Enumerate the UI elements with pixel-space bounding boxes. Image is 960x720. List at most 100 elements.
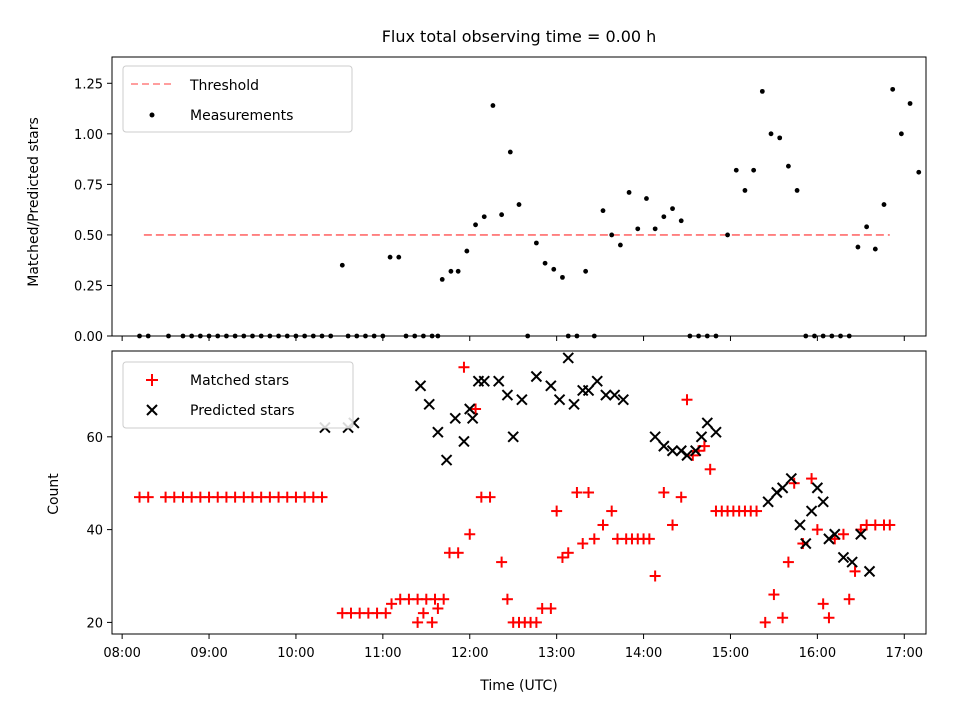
predicted-star-marker [805, 505, 818, 517]
matched-star-marker [496, 556, 508, 568]
measurement-point [864, 224, 870, 230]
bottom-x-tick-label: 13:00 [538, 646, 575, 661]
predicted-star-marker [695, 431, 708, 443]
top-y-tick-label: 1.25 [74, 77, 103, 92]
measurement-point [560, 274, 565, 280]
matched-star-marker [884, 519, 896, 531]
predicted-star-marker [440, 454, 453, 466]
predicted-star-marker [478, 375, 490, 387]
measurement-point [881, 202, 887, 207]
predicted-star-marker [493, 375, 505, 387]
matched-star-marker [751, 505, 763, 517]
matched-star-marker [412, 616, 424, 628]
measurement-point [455, 268, 461, 274]
top-y-tick-label: 0.75 [74, 178, 103, 193]
measurement-point [396, 254, 402, 260]
predicted-star-marker [837, 551, 850, 564]
bottom-x-tick-label: 16:00 [799, 646, 836, 661]
predicted-star-marker [466, 412, 479, 424]
matched-star-marker [551, 505, 563, 517]
predicted-star-marker [414, 380, 427, 392]
predicted-star-marker [817, 496, 829, 508]
matched-star-marker [438, 593, 450, 605]
top-series-marks [137, 86, 922, 339]
measurement-point [387, 254, 393, 260]
predicted-star-marker [582, 384, 595, 397]
measurement-point [617, 242, 623, 248]
matched-star-marker [843, 593, 855, 605]
bottom-x-tick-label: 09:00 [190, 646, 227, 661]
bottom-x-tick-label: 10:00 [277, 646, 314, 661]
matched-star-marker [426, 616, 438, 628]
predicted-star-marker [464, 403, 476, 415]
matched-star-marker [606, 505, 618, 517]
matched-star-marker [649, 570, 661, 582]
bottom-y-tick-label: 60 [86, 431, 103, 446]
measurement-point [473, 222, 478, 228]
measurement-point [626, 190, 632, 195]
legend-predicted-swatch [146, 404, 158, 416]
measurement-point [678, 218, 684, 224]
matched-star-marker [811, 524, 823, 536]
predicted-star-marker [701, 417, 713, 429]
bottom-x-tick-label: 15:00 [712, 646, 749, 661]
matched-star-marker [768, 589, 780, 601]
measurement-point [644, 196, 649, 201]
predicted-star-marker [658, 440, 670, 452]
predicted-star-marker [591, 375, 603, 387]
measurement-point [499, 212, 505, 218]
predicted-star-marker [689, 445, 702, 457]
matched-star-marker [597, 519, 609, 531]
matched-star-marker [643, 533, 655, 545]
measurement-point [916, 169, 922, 175]
matched-star-marker [806, 473, 818, 485]
matched-star-marker [432, 602, 444, 614]
predicted-star-marker [501, 389, 514, 401]
bottom-x-tick-label: 08:00 [103, 646, 140, 661]
measurement-point [786, 163, 791, 169]
matched-star-marker [417, 607, 429, 619]
predicted-star-marker [855, 528, 867, 540]
measurement-point [551, 266, 557, 272]
predicted-star-marker [530, 370, 543, 383]
top-plot-frame [111, 56, 927, 337]
x-axis-label: Time (UTC) [479, 678, 557, 694]
measurement-point [759, 88, 765, 94]
legend-measurements-label: Measurements [190, 108, 293, 124]
matched-star-marker [484, 491, 496, 503]
top-legend-box [122, 65, 353, 133]
legend-matched-label: Matched stars [190, 373, 289, 389]
bottom-axis-ticks: 08:00 09:00 10:00 11:00 12:00 13:00 14:00 15:00… [86, 431, 923, 661]
legend-predicted-label: Predicted stars [190, 403, 295, 419]
matched-star-marker [817, 598, 829, 610]
bottom-plot-area: 08:00 09:00 10:00 11:00 12:00 13:00 14:00 15:00… [86, 350, 927, 661]
predicted-star-marker [568, 398, 580, 411]
measurement-point [583, 268, 589, 274]
matched-star-marker [823, 612, 835, 624]
bottom-x-tick-label: 12:00 [451, 646, 488, 661]
predicted-star-marker [507, 431, 519, 443]
bottom-x-tick-label: 17:00 [886, 646, 923, 661]
bottom-x-tick-label: 11:00 [364, 646, 401, 661]
predicted-star-marker [829, 528, 841, 540]
predicted-star-marker [681, 449, 693, 462]
predicted-star-marker [449, 412, 461, 424]
top-plot-area: 0.00 0.25 0.50 0.75 1.00 1.25 [74, 56, 927, 345]
bottom-y-axis-label: Count [46, 473, 62, 515]
bottom-legend-box [122, 361, 354, 429]
top-y-tick-label: 0.25 [74, 279, 103, 294]
matched-star-marker [380, 607, 392, 619]
legend-threshold-label: Threshold [189, 78, 259, 94]
legend-measurements-swatch [149, 112, 155, 118]
matched-star-marker [316, 491, 328, 503]
matched-star-marker [788, 477, 800, 489]
matched-star-marker [588, 533, 600, 545]
predicted-star-marker [458, 435, 470, 448]
predicted-star-marker [863, 565, 876, 578]
predicted-star-marker [516, 394, 528, 406]
matched-star-marker [667, 519, 679, 531]
predicted-star-marker [553, 394, 566, 406]
measurement-point [464, 248, 470, 254]
measurement-point [890, 86, 896, 92]
predicted-star-marker [423, 398, 435, 411]
